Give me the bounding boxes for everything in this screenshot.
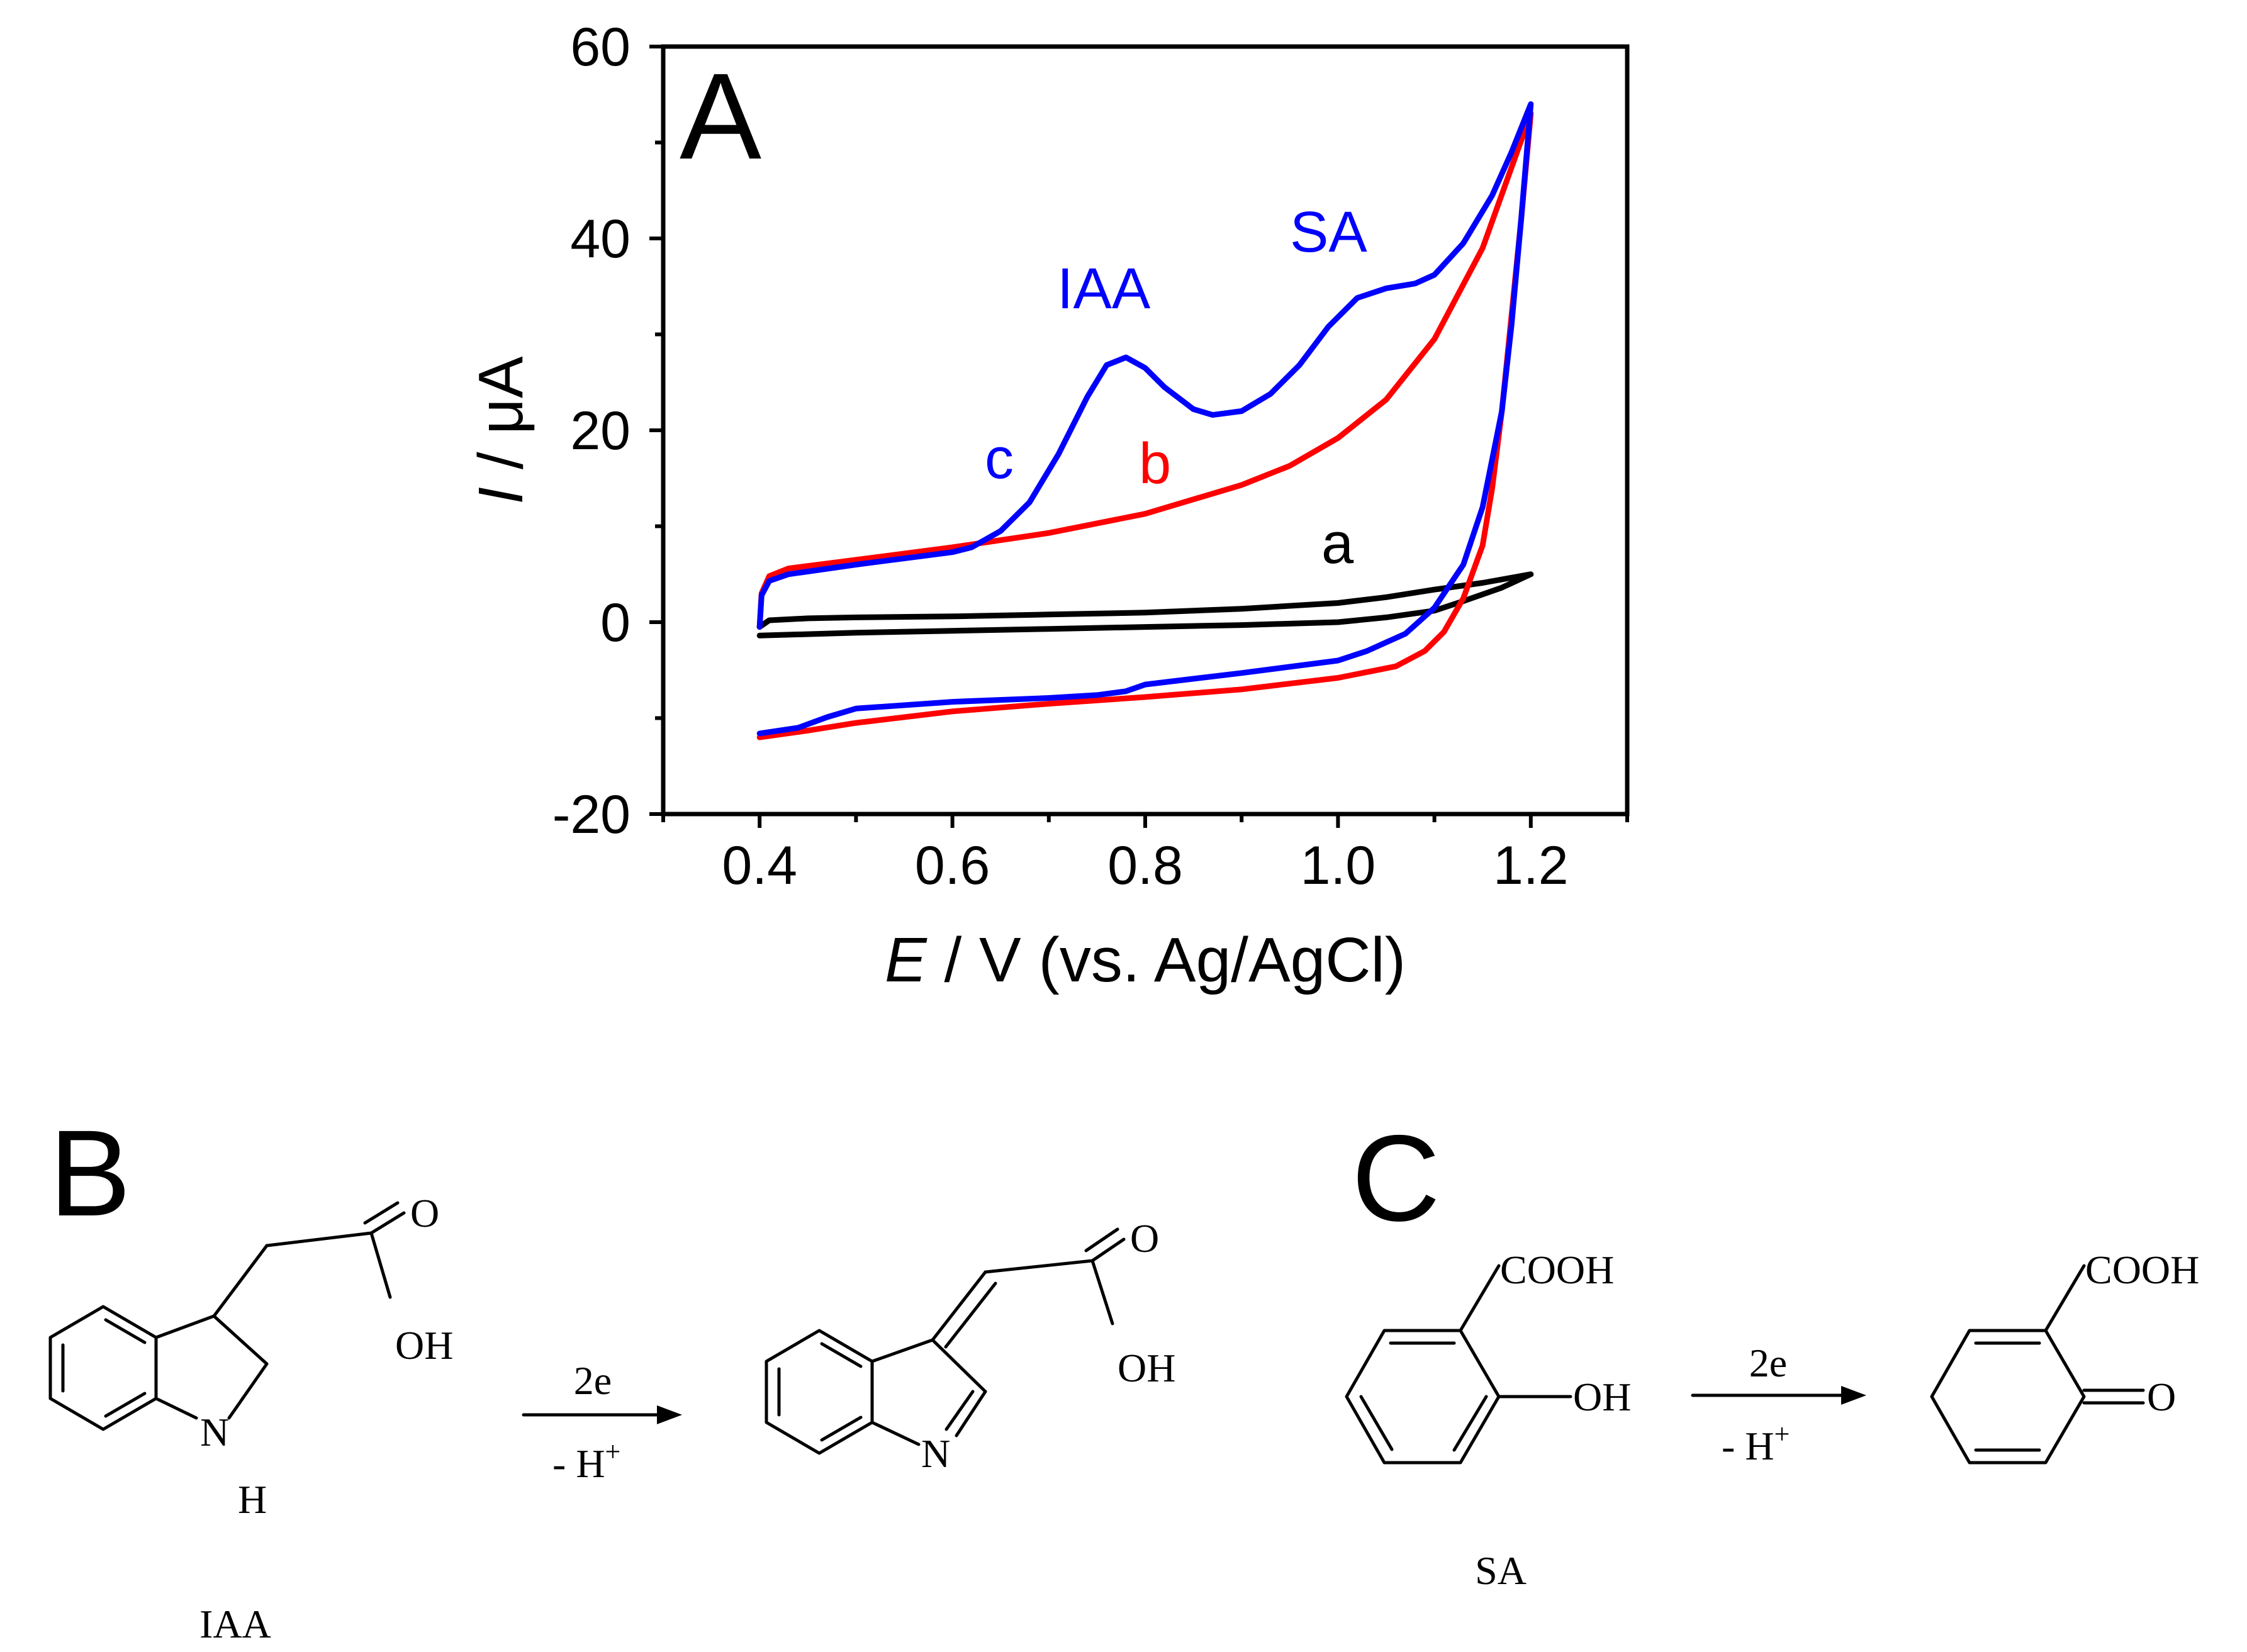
arrow-b-bottom: - H+ — [552, 1436, 620, 1486]
x-tick-label: 0.6 — [915, 835, 990, 896]
panel-label-b: B — [49, 1105, 131, 1242]
cv-curve-a — [756, 571, 1534, 639]
x-axis-ticks: 0.4 0.6 0.8 1.0 1.2 — [661, 814, 1629, 896]
reaction-arrow-c: 2e - H+ — [1691, 1341, 1866, 1468]
panel-label-a: A — [680, 48, 761, 185]
sa-product-structure: COOH O — [1930, 1247, 2199, 1465]
product-b-oh: OH — [1118, 1346, 1175, 1390]
x-tick-label: 1.2 — [1493, 835, 1569, 896]
product-b-o: O — [1130, 1216, 1159, 1261]
iaa-oh: OH — [395, 1323, 453, 1368]
product-b-n: N — [921, 1431, 950, 1476]
product-c-cooh: COOH — [2085, 1247, 2199, 1292]
curve-label-a: a — [1321, 511, 1354, 576]
iaa-reactant-structure: O OH N H — [48, 1191, 453, 1522]
y-axis-ticks: -20 0 20 40 60 — [552, 17, 663, 845]
cv-curve-c — [756, 101, 1534, 737]
x-axis-title: E / V (vs. Ag/AgCl) — [885, 925, 1406, 995]
scheme-sa: C COOH OH SA 2e - H+ COOH O — [1345, 1110, 2199, 1593]
arrow-c-bottom: - H+ — [1722, 1419, 1790, 1468]
panel-label-c: C — [1352, 1110, 1440, 1247]
iaa-o: O — [410, 1191, 439, 1236]
curve-label-c: c — [985, 427, 1014, 491]
arrow-b-top: 2e — [574, 1358, 612, 1403]
x-tick-label: 1.0 — [1301, 835, 1376, 896]
annotation-iaa: IAA — [1057, 257, 1151, 321]
sa-reactant-structure: COOH OH — [1345, 1247, 1631, 1465]
x-tick-label: 0.8 — [1107, 835, 1183, 896]
reaction-arrow-b: 2e - H+ — [522, 1358, 682, 1486]
sa-cooh: COOH — [1500, 1247, 1614, 1292]
y-tick-label: -20 — [552, 784, 630, 845]
y-tick-label: 20 — [570, 401, 630, 461]
cv-curve-b — [756, 111, 1534, 740]
sa-label: SA — [1475, 1548, 1527, 1593]
x-tick-label: 0.4 — [722, 835, 797, 896]
iaa-nh-n: N — [200, 1410, 229, 1454]
curve-label-b: b — [1139, 432, 1171, 496]
y-tick-label: 40 — [570, 209, 630, 269]
plot-frame — [661, 44, 1630, 817]
iaa-product-structure: O OH N — [765, 1216, 1175, 1476]
sa-oh: OH — [1573, 1375, 1631, 1419]
y-axis-title: I / μA — [466, 356, 536, 505]
iaa-label: IAA — [199, 1602, 271, 1646]
arrow-c-top: 2e — [1749, 1341, 1787, 1385]
annotation-sa: SA — [1290, 200, 1367, 264]
scheme-iaa: B O OH N H IAA 2e - H+ — [48, 1105, 1175, 1646]
product-c-o: O — [2147, 1375, 2176, 1419]
y-tick-label: 0 — [600, 593, 630, 653]
y-tick-label: 60 — [570, 17, 630, 77]
cv-curves — [756, 101, 1534, 740]
iaa-nh-h: H — [238, 1477, 267, 1522]
